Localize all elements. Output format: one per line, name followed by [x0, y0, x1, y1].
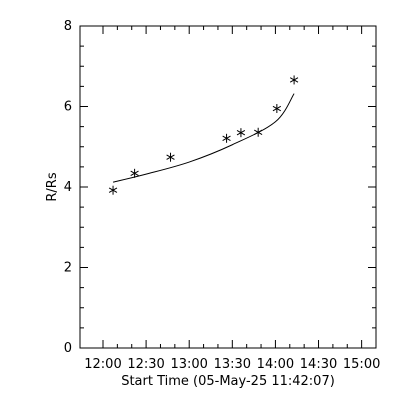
data-point [108, 185, 118, 195]
data-point [236, 128, 246, 138]
x-tick-label: 13:30 [214, 357, 251, 372]
data-point [130, 168, 139, 178]
data-point [254, 127, 263, 137]
data-point [166, 152, 175, 162]
x-axis-tick-labels: 12:00 12:30 13:00 13:30 14:00 14:30 15:00 [84, 357, 380, 372]
y-tick-label: 2 [64, 261, 72, 276]
x-axis-label: Start Time (05-May-25 11:42:07) [121, 374, 335, 389]
data-point [289, 75, 299, 85]
x-tick-label: 15:00 [343, 357, 380, 372]
y-tick-label: 6 [64, 100, 72, 115]
plot-frame [79, 25, 377, 349]
data-point [222, 133, 231, 143]
x-tick-label: 14:00 [257, 357, 294, 372]
y-tick-label: 4 [64, 180, 72, 195]
data-point [272, 104, 282, 114]
x-tick-label: 13:00 [170, 357, 207, 372]
data-points [108, 75, 299, 195]
x-tick-label: 12:30 [127, 357, 164, 372]
y-axis-ticks [80, 25, 376, 349]
y-tick-label: 0 [64, 341, 72, 356]
y-axis-tick-labels: 0 2 4 6 8 [64, 19, 72, 356]
x-axis-ticks [102, 26, 363, 348]
fit-curve [112, 93, 295, 183]
x-tick-label: 12:00 [84, 357, 121, 372]
y-axis-label: R/Rs [45, 172, 60, 201]
x-tick-label: 14:30 [300, 357, 337, 372]
y-tick-label: 8 [64, 19, 72, 34]
